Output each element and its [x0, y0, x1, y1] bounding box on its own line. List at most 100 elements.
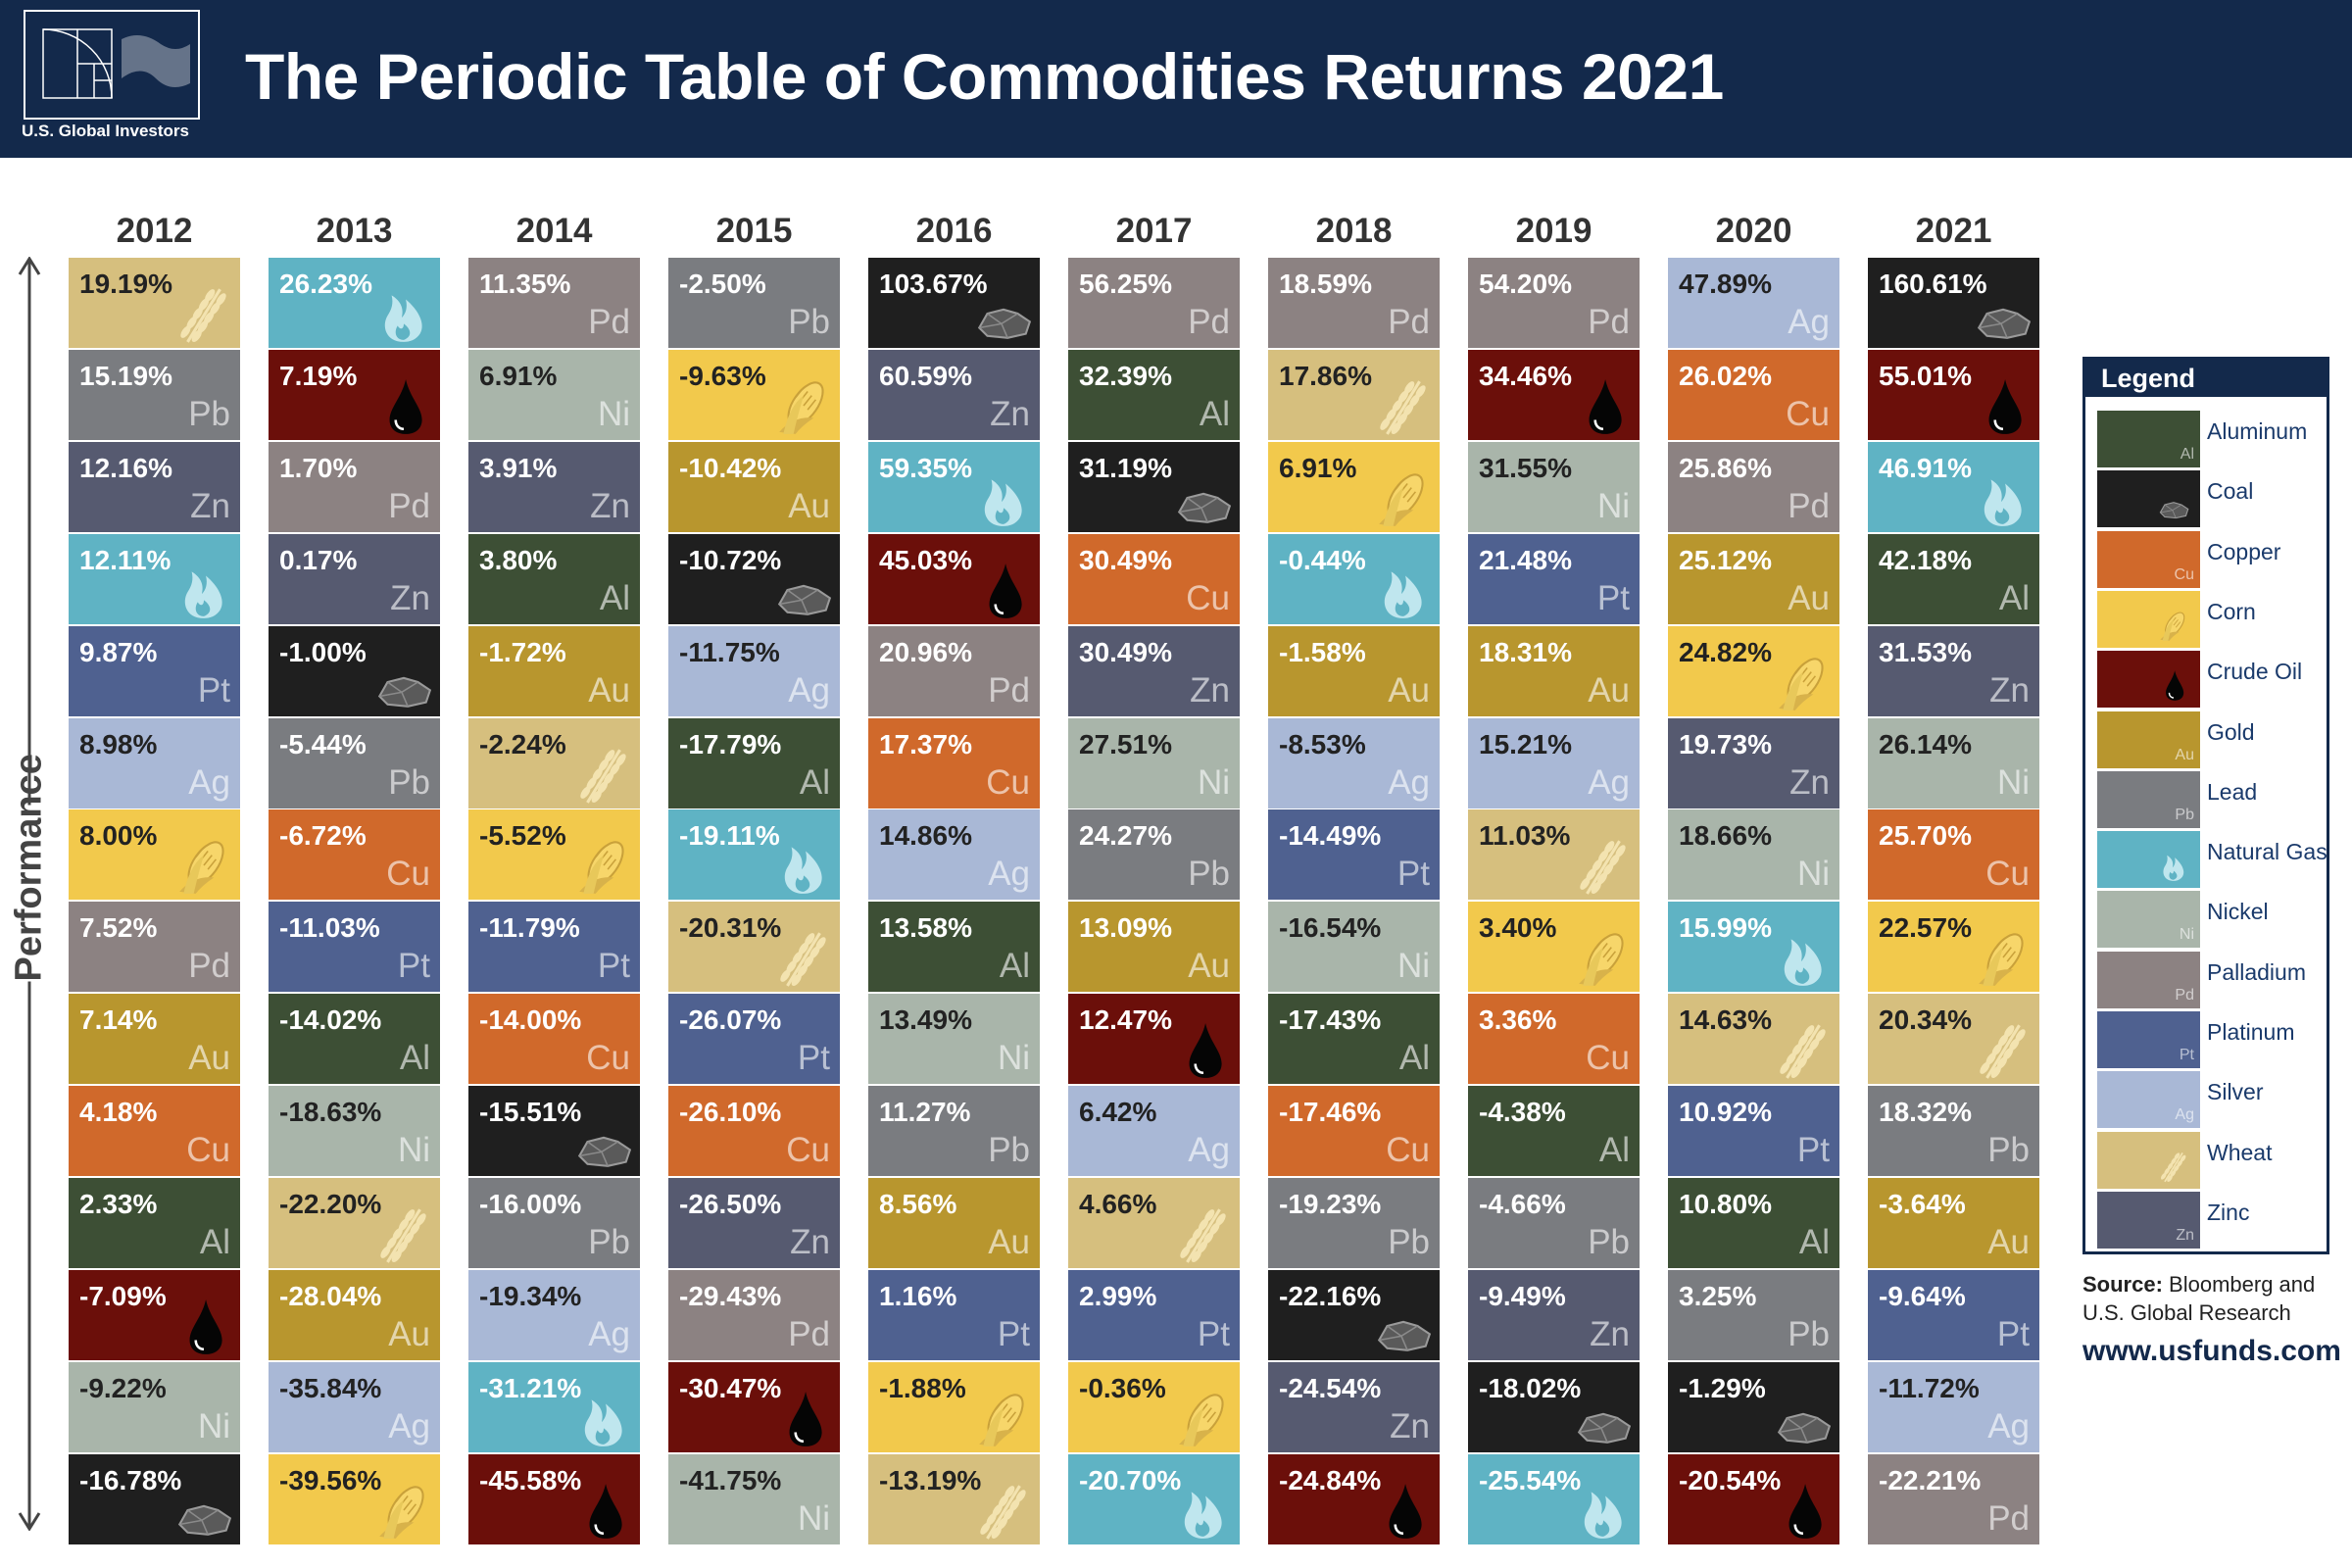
legend-name: Gold: [2207, 718, 2255, 745]
cell-value: 42.18%: [1879, 544, 1972, 575]
cell-value: 59.35%: [879, 452, 972, 483]
cell: -41.75% Ni: [668, 1453, 840, 1544]
cell: 15.99%: [1668, 902, 1839, 993]
cell-value: -26.10%: [679, 1097, 782, 1128]
icon: [1788, 1483, 1822, 1539]
icon: [1189, 1023, 1222, 1079]
cell-symbol: Zn: [190, 486, 230, 525]
cell: -11.72% Ag: [1868, 1361, 2039, 1452]
cell: 27.51% Ni: [1068, 717, 1240, 808]
cell: -16.00% Pb: [468, 1178, 640, 1268]
cell: -20.70%: [1068, 1453, 1240, 1544]
cell-value: -41.75%: [679, 1464, 782, 1495]
cell-symbol: Ni: [797, 1498, 830, 1538]
icon: [1780, 1024, 1826, 1079]
cell-symbol: Al: [199, 1223, 230, 1261]
cell-value: 13.49%: [879, 1004, 972, 1036]
brand: U.S. Global Investors: [22, 122, 189, 140]
icon: [984, 479, 1022, 526]
cell: -31.21%: [468, 1361, 640, 1452]
legend-symbol: Cu: [2174, 565, 2194, 583]
cell-symbol: Zn: [590, 486, 630, 525]
cell: -17.43% Al: [1268, 994, 1440, 1085]
legend-name: Copper: [2207, 538, 2281, 564]
cell-symbol: Ni: [1396, 947, 1430, 986]
icon: [780, 932, 826, 988]
cell: -17.79% Al: [668, 717, 840, 808]
cell-value: 31.19%: [1079, 452, 1172, 483]
legend-symbol: Ni: [2179, 926, 2194, 944]
icon: [389, 379, 422, 434]
cell: -11.75% Ag: [668, 625, 840, 716]
legend-name: Silver: [2207, 1079, 2264, 1105]
cell-value: -0.36%: [1079, 1372, 1166, 1403]
icon: [580, 748, 626, 804]
cell-symbol: Cu: [986, 762, 1030, 802]
legend-swatch: Pt: [2097, 1011, 2200, 1068]
cell-value: 9.87%: [79, 636, 158, 667]
legend-swatch: Ag: [2097, 1071, 2200, 1129]
cell: 15.21% Ag: [1468, 717, 1640, 808]
cell: -13.19%: [868, 1453, 1040, 1544]
cell-value: 56.25%: [1079, 269, 1172, 299]
cell: 25.86% Pd: [1668, 441, 1839, 532]
cell-value: 30.49%: [1079, 544, 1172, 575]
cell: -19.11%: [668, 809, 840, 901]
icon: [1784, 939, 1822, 987]
cell-value: 1.70%: [279, 452, 358, 483]
cell-value: -19.34%: [479, 1280, 582, 1311]
cell-symbol: Au: [988, 1223, 1030, 1261]
cell-value: -10.42%: [679, 452, 782, 483]
icon: [2160, 612, 2185, 641]
icon: [2163, 855, 2184, 881]
cell: 8.00%: [69, 809, 240, 901]
source-text: Bloomberg and U.S. Global Research: [2082, 1272, 2316, 1325]
cell: -19.23% Pb: [1268, 1178, 1440, 1268]
cell: 13.49% Ni: [868, 994, 1040, 1085]
cell-symbol: Al: [1998, 578, 2030, 617]
cell: -10.42% Au: [668, 441, 840, 532]
cell-symbol: Cu: [1586, 1039, 1630, 1078]
legend-swatch: [2097, 590, 2200, 648]
icon: [2166, 670, 2184, 702]
year-label: 2012: [116, 212, 193, 250]
cell-value: -10.72%: [679, 544, 782, 575]
cell-symbol: Au: [1188, 947, 1230, 986]
title: The Periodic Table of Commodities Return…: [245, 40, 1724, 113]
cell-value: -11.79%: [479, 912, 580, 944]
cell: 0.17% Zn: [269, 533, 440, 624]
cell-value: -11.03%: [279, 912, 380, 944]
legend-swatch: Cu: [2097, 530, 2200, 588]
cell-symbol: Ag: [1588, 762, 1630, 802]
icon: [1184, 1492, 1222, 1539]
cell-value: 2.99%: [1079, 1280, 1157, 1311]
icon: [384, 295, 422, 342]
legend-swatch: Zn: [2097, 1191, 2200, 1249]
cell: -11.03% Pt: [269, 902, 440, 993]
cell-value: 18.31%: [1479, 636, 1572, 667]
cell: -0.36%: [1068, 1361, 1240, 1452]
cell-symbol: Pb: [1788, 1314, 1830, 1353]
legend-name: Coal: [2207, 478, 2254, 505]
icon: [1977, 308, 2032, 339]
cell: -9.63%: [668, 349, 840, 440]
cell-value: -14.02%: [279, 1004, 382, 1036]
icon: [1377, 1320, 1432, 1351]
cell-value: 20.96%: [879, 636, 972, 667]
cell-symbol: Al: [799, 762, 830, 802]
cell: -7.09%: [69, 1269, 240, 1360]
cell: 15.19% Pb: [69, 349, 240, 440]
year-label: 2020: [1715, 212, 1792, 250]
cell-value: -22.16%: [1279, 1280, 1382, 1311]
source: Source: Bloomberg and U.S. Global Resear…: [2082, 1270, 2347, 1327]
year-label: 2013: [316, 212, 393, 250]
cell-value: 20.34%: [1879, 1004, 1972, 1036]
cell: -18.63% Ni: [269, 1086, 440, 1177]
cell-value: -20.54%: [1679, 1464, 1782, 1495]
cell-value: -22.20%: [279, 1189, 382, 1219]
cell-value: -9.22%: [79, 1372, 167, 1403]
cell: 60.59% Zn: [868, 349, 1040, 440]
cell-value: 55.01%: [1879, 360, 1972, 391]
legend-name: Zinc: [2207, 1199, 2250, 1225]
cell-value: -9.64%: [1879, 1280, 1966, 1311]
